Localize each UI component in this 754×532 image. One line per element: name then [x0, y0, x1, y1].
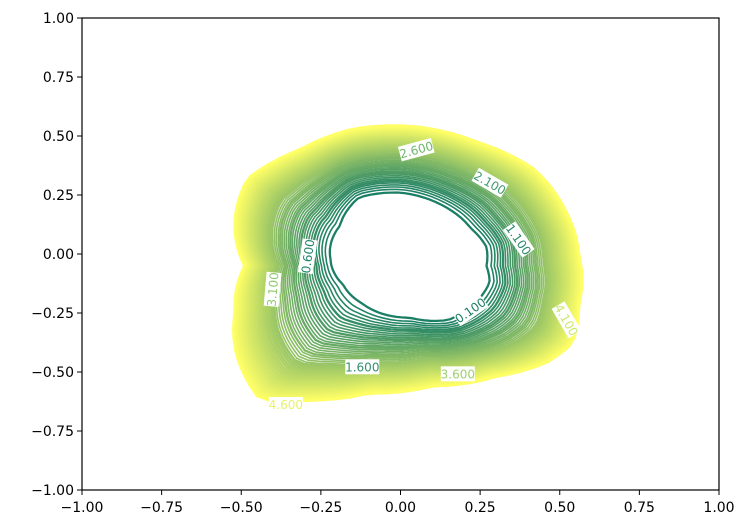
plot-frame [81, 17, 720, 491]
contour-line [275, 154, 543, 362]
y-tick-label: 0.00 [43, 247, 74, 263]
x-tick-label: 0.50 [544, 500, 575, 516]
contour-line [245, 132, 572, 391]
contour-line [289, 163, 529, 350]
contour-line [298, 170, 520, 343]
y-tick-label: −1.00 [31, 483, 74, 499]
contour-line [257, 141, 560, 378]
contour-line [315, 182, 504, 331]
y-tick-label: 0.50 [43, 129, 74, 145]
contour-line [283, 159, 535, 355]
contour-label: 3.600 [441, 367, 475, 381]
contour-line [318, 184, 501, 329]
contour-line [254, 138, 563, 382]
contour-label-bg [502, 221, 535, 258]
contour-label-bg [263, 271, 282, 307]
x-tick-label: 1.00 [703, 500, 734, 516]
y-tick-label: −0.75 [31, 424, 74, 440]
contour-line [273, 152, 545, 364]
contour-line [312, 179, 507, 333]
contour-line [295, 168, 523, 344]
contour-line [256, 140, 562, 380]
contour-lines [231, 124, 584, 403]
contour-label: 4.600 [269, 398, 303, 412]
contour-line [307, 176, 512, 336]
contour-label-bg [397, 138, 435, 162]
contour-label-bg [551, 301, 582, 339]
y-tick-label: 0.25 [43, 188, 74, 204]
contour-label: 0.600 [299, 238, 318, 274]
contour-line [237, 127, 579, 398]
contour-line [241, 130, 575, 395]
contour-line [269, 149, 549, 368]
contour-line [293, 167, 525, 346]
x-tick-label: −0.50 [220, 500, 263, 516]
y-tick-label: −0.25 [31, 306, 74, 322]
contour-line [321, 186, 499, 327]
x-tick-label: −0.75 [140, 500, 183, 516]
contour-line [250, 136, 567, 386]
contour-line [265, 146, 553, 371]
x-axis-ticks: −1.00 −0.75 −0.50 −0.25 0.00 0.25 0.50 0.75 1.00 [61, 490, 735, 516]
contour-line [271, 151, 547, 366]
contour-line [259, 142, 558, 377]
contour-label-bg [471, 167, 509, 198]
contour-line [267, 148, 551, 369]
y-tick-label: 0.75 [43, 70, 74, 86]
contour-line [291, 165, 527, 348]
contour-line [281, 158, 537, 356]
contour-line [310, 178, 509, 334]
contour-line [248, 135, 569, 388]
contour-line [324, 188, 495, 325]
contour-label-bg [345, 359, 380, 375]
y-tick-label: −0.50 [31, 365, 74, 381]
y-tick-label: 1.00 [43, 11, 74, 27]
contour-line [243, 131, 574, 393]
contour-label-bg [440, 366, 475, 382]
contour-line [261, 144, 556, 375]
contour-label: 1.600 [345, 360, 379, 374]
x-tick-label: −0.25 [299, 500, 342, 516]
contour-line [305, 174, 514, 338]
x-tick-label: 0.75 [624, 500, 655, 516]
contour-line [287, 162, 531, 351]
contour-line [285, 161, 533, 353]
y-axis-ticks: −1.00 −0.75 −0.50 −0.25 0.00 0.25 0.50 0.75 1.00 [31, 11, 82, 499]
contour-line [247, 134, 570, 389]
contour-line [252, 137, 565, 384]
contour-label-bg [297, 238, 318, 275]
contour-line [277, 155, 541, 360]
x-tick-label: 0.25 [465, 500, 496, 516]
contour-label-bg [268, 397, 303, 413]
x-tick-label: −1.00 [61, 500, 104, 516]
contour-line [300, 171, 519, 341]
x-tick-label: 0.00 [385, 500, 416, 516]
contour-line [263, 145, 555, 373]
contour-label: 3.100 [265, 272, 282, 307]
contour-line [279, 156, 539, 359]
contour-label-bg [452, 294, 489, 327]
contour-line [302, 173, 516, 339]
contour-line [328, 191, 491, 323]
